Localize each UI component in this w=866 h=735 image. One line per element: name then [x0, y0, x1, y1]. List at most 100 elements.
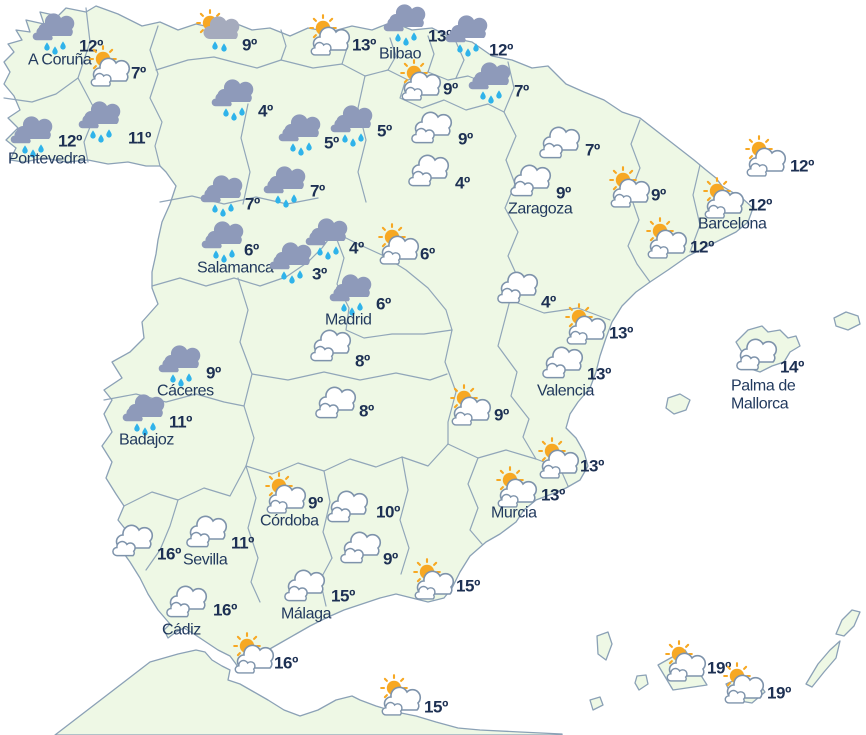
- island-la-palma: [596, 631, 613, 661]
- weather-station-cadiz: 16º Cádiz: [162, 586, 238, 639]
- weather-station-burgos-west: 5º: [279, 114, 339, 155]
- temperature-label: 7º: [245, 195, 260, 214]
- temperature-label: 19º: [767, 684, 791, 703]
- island-fuerteventura: [805, 640, 841, 688]
- region-borders: [3, 7, 701, 607]
- sun-cloud-icon: [704, 178, 743, 218]
- weather-station-huesca-west: 7º: [469, 62, 529, 103]
- weather-station-granada: 9º: [341, 532, 398, 569]
- weather-station-tenerife: 19º: [666, 641, 732, 681]
- temperature-label: 14º: [780, 358, 804, 377]
- weather-station-alicante: 13º: [539, 438, 605, 478]
- city-label: Murcia: [491, 505, 537, 522]
- temperature-label: 8º: [355, 352, 370, 371]
- city-label: A Coruña: [28, 52, 92, 69]
- sun-cloud-icon: [666, 641, 705, 681]
- weather-station-asturias: 9º: [197, 10, 257, 55]
- weather-station-pamplona: 9º: [401, 60, 458, 100]
- temperature-label: 16º: [157, 545, 181, 564]
- temperature-label: 7º: [514, 82, 529, 101]
- weather-station-leon: 4º: [212, 79, 273, 120]
- temperature-label: 13º: [609, 324, 633, 343]
- mainland-spain: [3, 5, 754, 673]
- temperature-label: 9º: [242, 36, 257, 55]
- weather-station-burgos-east: 5º: [331, 105, 392, 146]
- city-label: Córdoba: [260, 513, 319, 530]
- temperature-label: 8º: [359, 402, 374, 421]
- temperature-label: 12º: [690, 238, 714, 257]
- weather-station-girona: 12º: [746, 136, 815, 176]
- weather-station-zamora: 7º: [201, 175, 260, 216]
- city-label: Barcelona: [698, 216, 767, 233]
- temperature-label: 6º: [244, 241, 259, 260]
- temperature-label: 11º: [231, 534, 254, 553]
- weather-station-castellon: 13º: [566, 304, 634, 344]
- temperature-label: 13º: [587, 365, 611, 384]
- temperature-label: 7º: [131, 64, 146, 83]
- temperature-label: 9º: [383, 550, 398, 569]
- city-label: Cádiz: [162, 622, 201, 639]
- weather-station-gran-canaria: 19º: [724, 663, 792, 703]
- island-ibiza: [665, 393, 691, 415]
- temperature-label: 5º: [377, 122, 392, 141]
- weather-station-avila: 3º: [270, 242, 327, 283]
- temperature-label: 13º: [580, 457, 604, 476]
- weather-station-almeria: 15º: [414, 559, 481, 599]
- temperature-label: 4º: [455, 174, 470, 193]
- temperature-label: 19º: [707, 659, 731, 678]
- weather-station-melilla: 15º: [381, 675, 449, 717]
- temperature-label: 13º: [352, 36, 376, 55]
- temperature-label: 12º: [58, 132, 82, 151]
- weather-station-albacete: 9º: [451, 385, 509, 425]
- city-label: Badajoz: [119, 432, 174, 449]
- weather-station-valladolid: 7º: [264, 166, 325, 207]
- weather-station-santander: 13º: [310, 15, 377, 55]
- north-africa-coast: [54, 649, 563, 735]
- temperature-label: 5º: [324, 134, 339, 153]
- temperature-label: 16º: [274, 654, 298, 673]
- city-label: Valencia: [537, 383, 594, 400]
- city-label: Palma de: [731, 378, 796, 395]
- temperature-label: 6º: [420, 245, 435, 264]
- weather-station-san-sebastian: 12º: [446, 15, 514, 60]
- sun-cloud-icon: [746, 136, 785, 176]
- city-label: Zaragoza: [508, 201, 573, 218]
- temperature-label: 15º: [331, 587, 355, 606]
- island-la-gomera: [634, 674, 649, 691]
- weather-station-sevilla: 16º Sevilla: [113, 525, 228, 569]
- temperature-label: 11º: [128, 129, 151, 148]
- temperature-label: 9º: [556, 184, 571, 203]
- city-label: Madrid: [325, 312, 372, 329]
- temperature-label: 7º: [310, 182, 325, 201]
- temperature-label: 15º: [456, 577, 480, 596]
- temperature-label: 9º: [206, 364, 221, 383]
- island-el-hierro: [589, 696, 604, 711]
- temperature-label: 6º: [376, 295, 391, 314]
- weather-station-huesca: 7º: [540, 127, 600, 160]
- city-label: Pontevedra: [8, 151, 86, 168]
- sun-cloud-icon: [724, 663, 763, 703]
- weather-station-rioja: 9º: [412, 112, 473, 149]
- temperature-label: 4º: [258, 102, 273, 121]
- temperature-label: 12º: [79, 37, 103, 56]
- weather-station-soria: 4º: [409, 155, 470, 193]
- weather-station-guadalajara: 6º: [379, 224, 435, 264]
- temperature-label: 13º: [428, 27, 452, 46]
- sun-cloud-icon: [381, 675, 420, 715]
- island-menorca: [833, 311, 861, 331]
- city-label: Málaga: [281, 606, 332, 623]
- weather-station-lleida: 9º: [610, 167, 666, 207]
- temperature-label: 13º: [541, 486, 565, 505]
- weather-station-ciudad-real: 8º: [316, 387, 374, 421]
